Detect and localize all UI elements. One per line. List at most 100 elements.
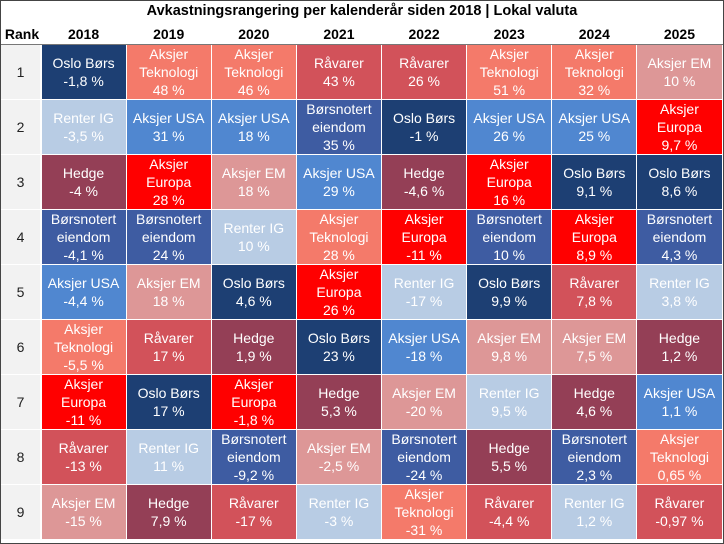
cell-2022-rank-9: Aksjer Teknologi -31 % (382, 485, 467, 539)
cell-asset-name: Råvarer (484, 495, 535, 511)
cell-2023-rank-8: Hedge 5,5 % (467, 430, 552, 484)
cell-2021-rank-2: Børsnotert eiendom 35 % (296, 100, 381, 154)
cell-asset-name: Aksjer USA (218, 110, 290, 126)
cell-return-value: -17 % (405, 293, 443, 309)
cell-asset-name: Aksjer (234, 46, 274, 62)
cell-return-value: 1,2 % (661, 348, 698, 364)
cell-2023-rank-9: Råvarer -4,4 % (467, 485, 552, 539)
cell-asset-name: Hedge (573, 385, 615, 401)
cell-asset-name: Aksjer USA (643, 385, 716, 401)
cell-asset-name: Hedge (62, 165, 105, 181)
year-header-2023: 2023 (493, 26, 525, 42)
year-header-2021: 2021 (323, 26, 355, 42)
cell-asset-name: Europa (401, 229, 447, 245)
cell-return-value: 0,65 % (657, 467, 702, 483)
cell-return-value: -3 % (324, 513, 354, 529)
cell-asset-name: Hedge (148, 495, 190, 511)
cell-2020-rank-4: Renter IG 10 % (211, 210, 296, 264)
cell-asset-name: Hedge (403, 165, 445, 181)
cell-asset-name: Aksjer (404, 486, 444, 502)
cell-2020-rank-7: Aksjer Europa -1,8 % (211, 375, 296, 429)
cell-asset-name: Børsnotert (50, 211, 117, 227)
header-divider (1, 44, 723, 45)
cell-return-value: 32 % (578, 82, 611, 98)
cell-asset-name: eiendom (56, 229, 111, 245)
cell-return-value: 24 % (152, 247, 185, 263)
cell-2024-rank-2: Aksjer USA 25 % (552, 100, 637, 154)
rank-label-7: 7 (1, 375, 40, 429)
cell-2024-rank-9: Renter IG 1,2 % (552, 485, 637, 539)
cell-2025-rank-9: Råvarer -0,97 % (637, 485, 722, 539)
cell-2024-rank-8: Børsnotert eiendom 2,3 % (552, 430, 637, 484)
cell-asset-name: Aksjer (64, 376, 104, 392)
cell-asset-name: Oslo Børs (137, 385, 200, 401)
cell-2020-rank-1: Aksjer Teknologi 46 % (211, 45, 296, 99)
cell-asset-name: Aksjer (659, 431, 699, 447)
cell-return-value: 1,9 % (235, 348, 272, 364)
cell-return-value: 11 % (153, 458, 185, 474)
cell-asset-name: Teknologi (224, 64, 284, 80)
cell-2025-rank-7: Aksjer USA 1,1 % (637, 375, 722, 429)
cell-asset-name: Aksjer EM (647, 55, 712, 71)
cell-return-value: -1 % (409, 128, 439, 144)
cell-asset-name: Oslo Børs (478, 275, 541, 291)
cell-2018-rank-3: Hedge -4 % (41, 155, 126, 209)
cell-asset-name: Aksjer (319, 266, 359, 282)
cell-asset-name: Oslo Børs (52, 55, 115, 71)
cell-return-value: 9,1 % (576, 183, 613, 199)
cell-2018-rank-2: Renter IG -3,5 % (41, 100, 126, 154)
cell-asset-name: Aksjer USA (473, 110, 545, 126)
cell-asset-name: Aksjer (149, 156, 189, 172)
cell-2025-rank-5: Renter IG 3,8 % (637, 265, 722, 319)
cell-return-value: -31 % (405, 522, 443, 538)
cell-asset-name: eiendom (226, 449, 281, 465)
cell-asset-name: Aksjer (319, 211, 359, 227)
cell-2021-rank-8: Aksjer EM -2,5 % (296, 430, 381, 484)
cell-return-value: 31 % (152, 128, 185, 144)
cell-2023-rank-6: Aksjer EM 9,8 % (467, 320, 552, 374)
cell-asset-name: Teknologi (649, 449, 710, 465)
cell-2023-rank-3: Aksjer Europa 16 % (467, 155, 552, 209)
cell-asset-name: Aksjer EM (221, 165, 286, 181)
cell-asset-name: Aksjer (234, 376, 274, 392)
cell-2023-rank-7: Renter IG 9,5 % (467, 375, 552, 429)
cell-2023-rank-5: Oslo Børs 9,9 % (467, 265, 552, 319)
cell-asset-name: Aksjer EM (392, 385, 456, 401)
cell-asset-name: Hedge (658, 330, 701, 346)
cell-asset-name: Renter IG (223, 220, 285, 236)
cell-return-value: 4,3 % (661, 247, 698, 263)
cell-asset-name: Børsnotert (561, 431, 627, 447)
cell-return-value: -0,97 % (655, 513, 704, 529)
cell-return-value: 7,8 % (576, 293, 613, 309)
cell-return-value: 10 % (493, 247, 526, 263)
cell-2025-rank-1: Aksjer EM 10 % (637, 45, 722, 99)
cell-return-value: -4,4 % (488, 513, 530, 529)
cell-return-value: -1,8 % (63, 73, 104, 89)
cell-asset-name: Råvarer (314, 55, 364, 71)
cell-2019-rank-3: Aksjer Europa 28 % (126, 155, 211, 209)
cell-return-value: 48 % (152, 82, 185, 98)
cell-asset-name: Aksjer (574, 46, 614, 62)
cell-return-value: 3,8 % (661, 293, 698, 309)
cell-2020-rank-2: Aksjer USA 18 % (211, 100, 296, 154)
cell-2018-rank-4: Børsnotert eiendom -4,1 % (41, 210, 126, 264)
cell-2022-rank-6: Aksjer USA -18 % (382, 320, 467, 374)
cell-2025-rank-2: Aksjer Europa 9,7 % (637, 100, 722, 154)
cell-asset-name: Europa (571, 229, 617, 245)
cell-asset-name: Aksjer (489, 46, 529, 62)
cell-return-value: 25 % (578, 128, 611, 144)
cell-2024-rank-7: Hedge 4,6 % (552, 375, 637, 429)
cell-return-value: 9,9 % (491, 293, 528, 309)
cell-2021-rank-7: Hedge 5,3 % (296, 375, 381, 429)
rank-label-8: 8 (1, 430, 40, 484)
cell-return-value: 28 % (152, 192, 185, 208)
cell-2022-rank-5: Renter IG -17 % (382, 265, 467, 319)
cell-return-value: 46 % (237, 82, 270, 98)
year-header-2019: 2019 (153, 26, 185, 42)
cell-return-value: 7,9 % (150, 513, 187, 529)
cell-2023-rank-1: Aksjer Teknologi 51 % (467, 45, 552, 99)
cell-asset-name: Aksjer USA (132, 110, 205, 126)
cell-2022-rank-7: Aksjer EM -20 % (382, 375, 467, 429)
cell-return-value: 17 % (152, 348, 185, 364)
cell-2019-rank-8: Renter IG 11 % (126, 430, 211, 484)
